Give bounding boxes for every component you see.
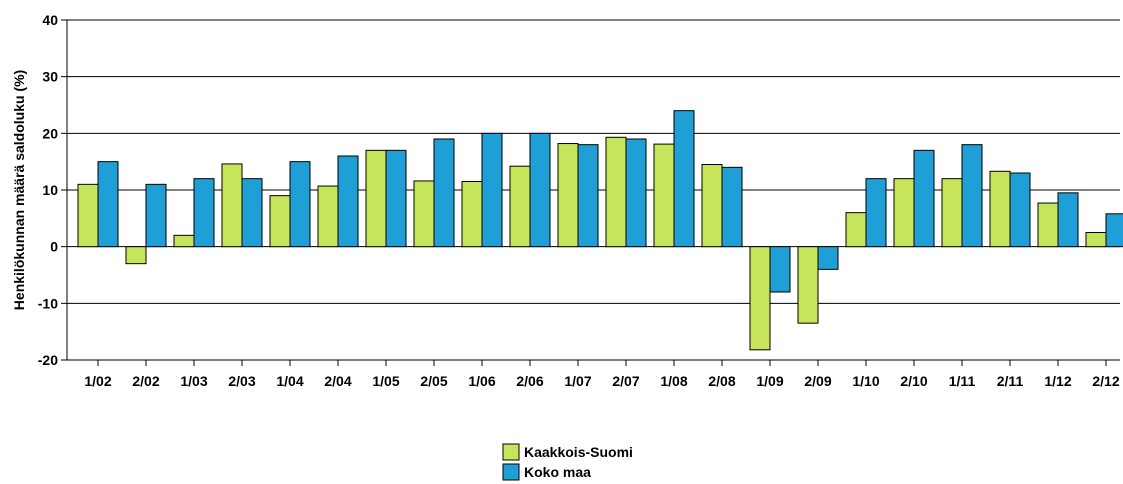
bar-kaakkois-suomi: [1037, 202, 1059, 248]
x-tick-label: 2/09: [804, 373, 831, 389]
bar-kaakkois-suomi: [365, 149, 387, 248]
x-tick-label: 2/06: [516, 373, 543, 389]
legend: Kaakkois-Suomi Koko maa: [502, 443, 633, 481]
bars: [77, 110, 1123, 351]
y-tick-label: 0: [50, 239, 58, 255]
y-tick-label: 20: [42, 125, 58, 141]
x-tick-label: 2/03: [228, 373, 255, 389]
x-tick-label: 1/11: [949, 373, 976, 389]
bar-kaakkois-suomi: [557, 143, 579, 248]
y-tick-label: -10: [38, 295, 58, 311]
y-tick-labels: -20 -10 0 10 20 30 40: [38, 12, 58, 368]
bar-kaakkois-suomi: [413, 180, 435, 248]
bar-koko-maa: [289, 161, 311, 248]
x-tick-label: 1/06: [468, 373, 495, 389]
bar-koko-maa: [625, 138, 647, 248]
bar-koko-maa: [385, 149, 407, 248]
y-tick-label: 30: [42, 69, 58, 85]
bar-kaakkois-suomi: [317, 185, 339, 248]
bar-kaakkois-suomi: [221, 163, 243, 248]
x-tick-label: 1/03: [180, 373, 207, 389]
bar-koko-maa: [913, 149, 935, 248]
bar-kaakkois-suomi: [1085, 232, 1107, 248]
legend-swatch: [502, 443, 520, 461]
x-tick-label: 1/10: [852, 373, 879, 389]
x-tick-label: 2/05: [420, 373, 447, 389]
bar-koko-maa: [817, 246, 839, 270]
legend-label: Koko maa: [524, 464, 591, 480]
y-axis-title: Henkilökunnan määrä saldoluku (%): [11, 70, 27, 310]
bar-kaakkois-suomi: [125, 246, 147, 265]
bar-kaakkois-suomi: [653, 143, 675, 248]
legend-label: Kaakkois-Suomi: [524, 444, 633, 460]
bar-kaakkois-suomi: [77, 183, 99, 248]
bar-koko-maa: [961, 144, 983, 248]
x-tick-label: 2/04: [324, 373, 351, 389]
bar-koko-maa: [481, 132, 503, 248]
x-tick-label: 1/02: [84, 373, 111, 389]
bar-koko-maa: [193, 178, 215, 248]
bar-koko-maa: [721, 166, 743, 248]
bar-koko-maa: [865, 178, 887, 248]
bar-kaakkois-suomi: [893, 178, 915, 248]
legend-swatch: [502, 463, 520, 481]
x-tick-label: 2/12: [1092, 373, 1119, 389]
x-tick-label: 2/02: [132, 373, 159, 389]
bar-koko-maa: [577, 144, 599, 248]
bar-kaakkois-suomi: [605, 136, 627, 248]
bar-kaakkois-suomi: [173, 234, 195, 248]
bar-kaakkois-suomi: [749, 246, 771, 351]
y-tick-label: -20: [38, 352, 58, 368]
x-tick-label: 2/07: [612, 373, 639, 389]
bar-kaakkois-suomi: [797, 246, 819, 324]
bar-kaakkois-suomi: [269, 195, 291, 248]
bar-kaakkois-suomi: [461, 181, 483, 248]
y-tick-label: 40: [42, 12, 58, 28]
x-tick-label: 1/08: [660, 373, 687, 389]
bar-koko-maa: [241, 178, 263, 248]
x-tick-label: 2/08: [708, 373, 735, 389]
x-tick-label: 2/11: [997, 373, 1024, 389]
bar-koko-maa: [1105, 213, 1123, 248]
y-tick-label: 10: [42, 182, 58, 198]
bar-kaakkois-suomi: [509, 165, 531, 248]
x-tick-label: 1/05: [372, 373, 399, 389]
bar-koko-maa: [673, 110, 695, 248]
bar-kaakkois-suomi: [845, 212, 867, 248]
x-tick-label: 1/04: [276, 373, 303, 389]
bar-kaakkois-suomi: [941, 178, 963, 248]
x-tick-labels: 1/02 2/02 1/03 2/03 1/04 2/04 1/05 2/05 1/06 2/06…: [84, 360, 1120, 389]
bar-koko-maa: [97, 161, 119, 248]
bar-koko-maa: [337, 155, 359, 248]
bar-koko-maa: [529, 132, 551, 248]
bar-koko-maa: [433, 138, 455, 248]
x-tick-label: 1/12: [1044, 373, 1071, 389]
bar-kaakkois-suomi: [989, 170, 1011, 248]
bar-kaakkois-suomi: [701, 164, 723, 248]
bar-koko-maa: [145, 183, 167, 248]
x-tick-label: 1/07: [564, 373, 591, 389]
bar-koko-maa: [769, 246, 791, 293]
bar-koko-maa: [1009, 172, 1031, 248]
bar-koko-maa: [1057, 192, 1079, 248]
x-tick-label: 2/10: [900, 373, 927, 389]
x-tick-label: 1/09: [756, 373, 783, 389]
